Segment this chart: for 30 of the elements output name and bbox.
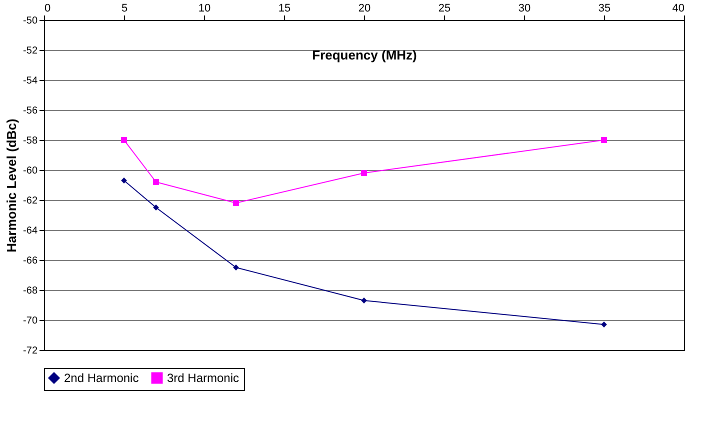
y-tick-label: -66 — [23, 256, 38, 266]
point — [153, 179, 159, 185]
x-tick-label: 25 — [438, 2, 451, 14]
y-tick-label: -52 — [23, 46, 38, 56]
legend-label: 3rd Harmonic — [167, 371, 240, 385]
x-tick-label: 40 — [672, 2, 684, 14]
x-tick-label: 5 — [121, 2, 128, 14]
y-tick-label: -50 — [23, 16, 38, 26]
point — [361, 170, 367, 176]
y-tick-label: -60 — [23, 166, 38, 176]
y-tick-label: -58 — [23, 136, 38, 146]
y-tick-label: -72 — [23, 346, 38, 356]
x-tick-label: 15 — [278, 2, 291, 14]
x-tick-label: 30 — [518, 2, 531, 14]
y-tick-label: -70 — [23, 316, 38, 326]
y-tick-label: -62 — [23, 196, 38, 206]
y-tick-label: -64 — [23, 226, 38, 236]
point — [233, 200, 239, 206]
x-axis-title: Frequency (MHz) — [312, 48, 417, 62]
x-tick-label: 35 — [598, 2, 611, 14]
y-tick-label: -56 — [23, 106, 38, 116]
point — [121, 137, 127, 143]
x-tick-label: 0 — [44, 2, 51, 14]
x-tick-label: 10 — [198, 2, 211, 14]
point — [601, 137, 607, 143]
y-axis-title: Harmonic Level (dBc) — [4, 118, 20, 252]
legend-label: 2nd Harmonic — [64, 371, 139, 385]
y-tick-label: -54 — [23, 76, 38, 86]
x-tick-label: 20 — [358, 2, 371, 14]
y-tick-label: -68 — [23, 286, 38, 296]
